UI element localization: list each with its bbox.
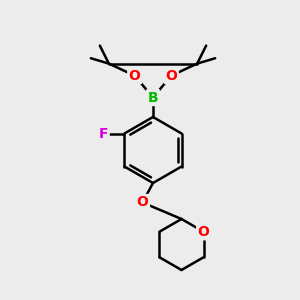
Text: B: B [148, 91, 158, 104]
Text: O: O [136, 196, 148, 209]
Text: O: O [129, 69, 141, 83]
Text: F: F [99, 127, 108, 140]
Text: O: O [198, 225, 209, 239]
Text: O: O [165, 69, 177, 83]
